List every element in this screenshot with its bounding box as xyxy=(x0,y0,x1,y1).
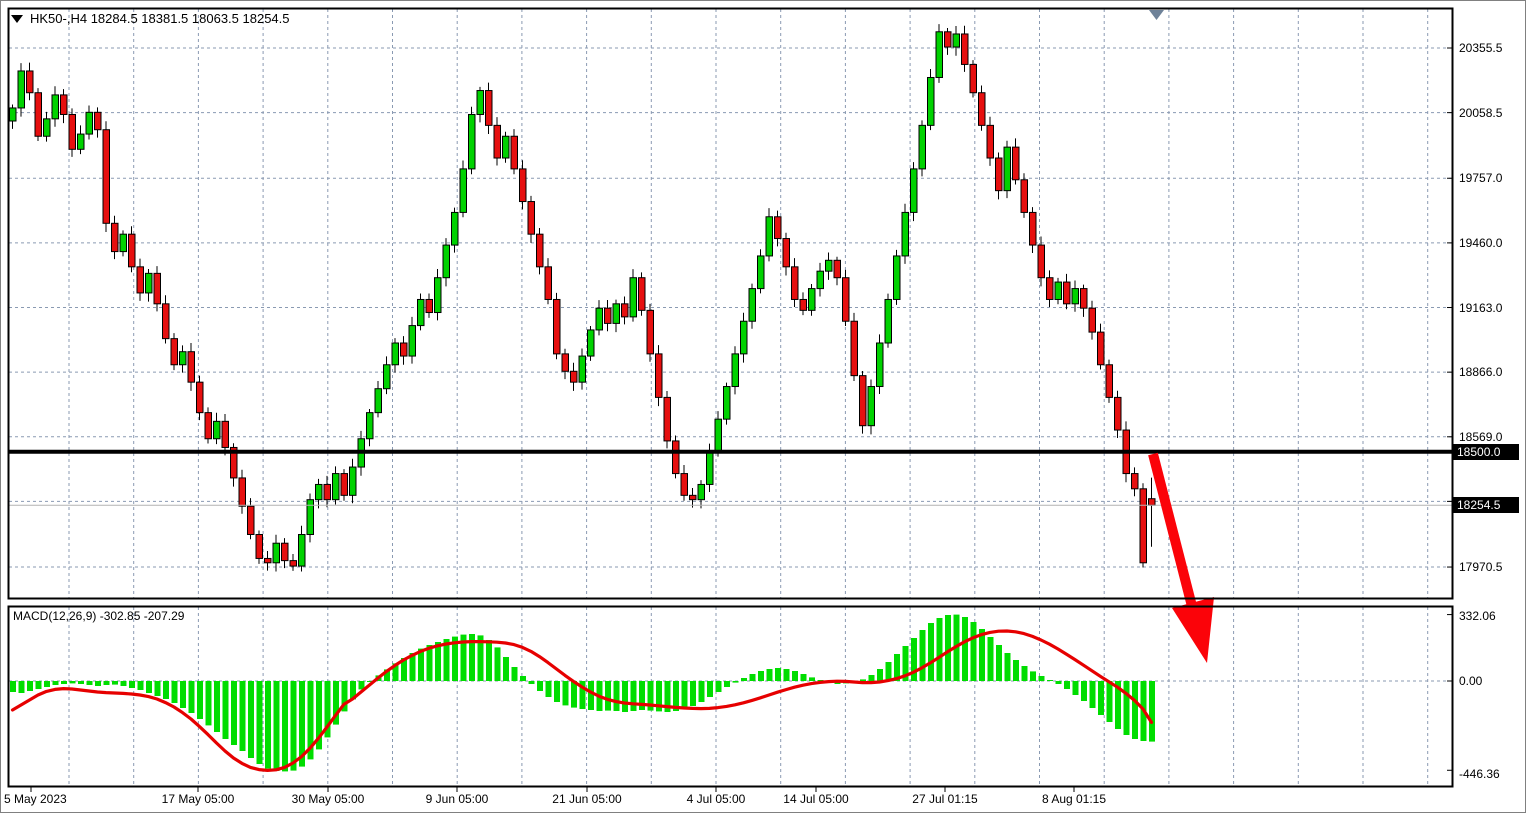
price-axis-label[interactable]: 18866.0 xyxy=(1459,365,1503,380)
date-label[interactable]: 27 Jul 01:15 xyxy=(912,792,978,806)
macd-axis-label[interactable]: 0.00 xyxy=(1459,674,1483,688)
chart-title-text: HK50-,H4 18284.5 18381.5 18063.5 18254.5 xyxy=(30,11,290,26)
date-label[interactable]: 17 May 05:00 xyxy=(161,792,235,806)
date-label[interactable]: 4 Jul 05:00 xyxy=(686,792,746,806)
price-axis-label[interactable]: 17970.5 xyxy=(1459,560,1503,575)
price-axis-label[interactable]: 19460.0 xyxy=(1459,235,1503,250)
axis-ticks xyxy=(30,47,1453,792)
price-axis-label[interactable]: 19163.0 xyxy=(1459,300,1503,315)
chart-title: HK50-,H4 18284.5 18381.5 18063.5 18254.5 xyxy=(11,11,290,26)
price-level-lines[interactable] xyxy=(8,449,1453,506)
symbol-dropdown-icon[interactable] xyxy=(11,14,23,23)
date-label[interactable]: 5 May 2023 xyxy=(4,792,67,806)
scroll-end-marker-icon xyxy=(1149,10,1164,20)
date-label[interactable]: 30 May 05:00 xyxy=(291,792,365,806)
macd-series[interactable] xyxy=(10,614,1155,773)
price-axis-label[interactable]: 18569.0 xyxy=(1459,429,1503,444)
macd-axis-label[interactable]: 332.06 xyxy=(1459,609,1496,623)
date-label[interactable]: 8 Aug 01:15 xyxy=(1041,792,1107,806)
macd-axis-label[interactable]: -446.36 xyxy=(1459,767,1500,781)
date-label[interactable]: 21 Jun 05:00 xyxy=(552,792,622,806)
trend-arrow[interactable] xyxy=(1148,452,1214,663)
candlestick-series[interactable] xyxy=(9,24,1156,572)
price-axis-label[interactable]: 20355.5 xyxy=(1459,41,1503,55)
grid-lines xyxy=(9,9,1452,786)
date-label[interactable]: 14 Jul 05:00 xyxy=(783,792,849,806)
panel-borders xyxy=(7,7,1454,788)
price-axis-label[interactable]: 20058.5 xyxy=(1459,105,1503,120)
price-axis-label[interactable]: 19757.0 xyxy=(1459,171,1503,186)
price-badge: 18500.0 xyxy=(1453,443,1519,460)
macd-indicator-label: MACD(12,26,9) -302.85 -207.29 xyxy=(13,609,185,623)
price-badge: 18254.5 xyxy=(1453,497,1519,514)
date-label[interactable]: 9 Jun 05:00 xyxy=(425,792,489,806)
